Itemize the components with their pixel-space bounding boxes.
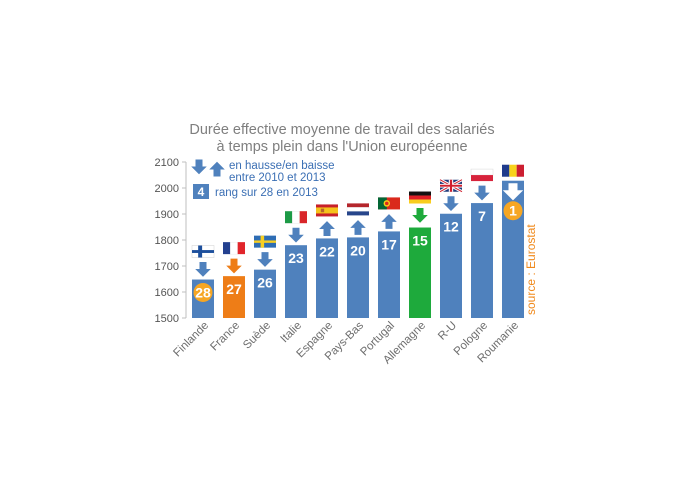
bar <box>347 237 369 318</box>
trend-down-arrow-icon <box>471 184 493 202</box>
finland-flag-icon <box>191 245 215 258</box>
rank-label: 1 <box>509 203 517 219</box>
trend-down-arrow-icon <box>440 195 462 213</box>
trend-down-arrow-icon <box>409 207 431 225</box>
y-tick-label: 2100 <box>155 157 179 169</box>
bar <box>223 276 245 318</box>
poland-flag-icon <box>470 168 494 182</box>
rank-badge <box>193 283 213 303</box>
source-note: source : Eurostat <box>524 224 538 315</box>
legend-rank-example: 4 <box>198 185 205 199</box>
rank-label: 20 <box>350 242 366 258</box>
bar-group-uk: 12 R-U <box>436 178 463 343</box>
rank-badge <box>503 201 523 221</box>
rank-label: 23 <box>288 250 304 266</box>
sweden-flag-icon <box>254 235 276 248</box>
chart-title-line-1: Durée effective moyenne de travail des s… <box>189 122 494 138</box>
chart-title-line-2: à temps plein dans l'Union européenne <box>216 139 467 155</box>
y-tick-label: 1800 <box>155 235 179 247</box>
legend-rank-swatch <box>193 184 209 199</box>
bar <box>409 227 431 318</box>
trend-up-arrow-icon <box>347 218 369 236</box>
category-label: Finlande <box>171 320 211 360</box>
rank-label: 17 <box>381 236 397 252</box>
category-label: R-U <box>436 320 459 343</box>
bar <box>285 245 307 318</box>
trend-down-arrow-icon <box>285 226 307 244</box>
france-flag-icon <box>223 241 245 255</box>
rank-label: 22 <box>319 243 335 259</box>
legend-line-2: entre 2010 et 2013 <box>229 172 326 184</box>
germany-flag-icon <box>409 191 431 204</box>
bar <box>254 269 276 318</box>
spain-flag-icon <box>316 204 338 217</box>
bar <box>378 231 400 318</box>
rank-label: 15 <box>412 233 428 249</box>
bar <box>440 213 462 318</box>
rank-label: 26 <box>257 275 273 291</box>
bar-group-italy: 23 Italie <box>278 210 307 346</box>
y-tick-label: 1600 <box>155 287 179 299</box>
bar-group-sweden: 26 Suède <box>241 235 276 352</box>
italy-flag-icon <box>285 210 307 224</box>
legend-rank-text: rang sur 28 en 2013 <box>215 187 318 199</box>
category-label: Suède <box>241 320 273 352</box>
y-tick-label: 2000 <box>155 183 179 195</box>
y-axis: 1500 1600 1700 1800 1900 2000 2100 <box>155 157 187 325</box>
trend-down-arrow-icon <box>188 158 210 176</box>
trend-up-arrow-icon <box>206 160 228 178</box>
romania-flag-icon <box>502 164 524 177</box>
trend-down-arrow-icon <box>192 261 214 279</box>
rank-label: 7 <box>478 208 486 224</box>
rank-label: 12 <box>443 219 459 235</box>
bar <box>316 238 338 318</box>
portugal-flag-icon <box>378 197 400 210</box>
trend-down-arrow-icon <box>254 251 276 269</box>
y-tick-label: 1900 <box>155 209 179 221</box>
trend-up-arrow-icon <box>378 212 400 230</box>
rank-label: 28 <box>195 285 211 301</box>
legend-line-1: en hausse/en baisse <box>229 160 335 172</box>
category-label: Italie <box>278 320 304 346</box>
y-tick-label: 1500 <box>155 313 179 325</box>
trend-up-arrow-icon <box>316 219 338 237</box>
trend-down-arrow-icon <box>223 257 245 275</box>
trend-down-arrow-icon <box>502 183 524 201</box>
category-label: France <box>208 320 242 354</box>
bar <box>471 203 493 318</box>
y-tick-label: 1700 <box>155 261 179 273</box>
netherlands-flag-icon <box>346 203 370 216</box>
rank-label: 27 <box>226 281 242 297</box>
uk-flag-icon <box>439 178 463 194</box>
